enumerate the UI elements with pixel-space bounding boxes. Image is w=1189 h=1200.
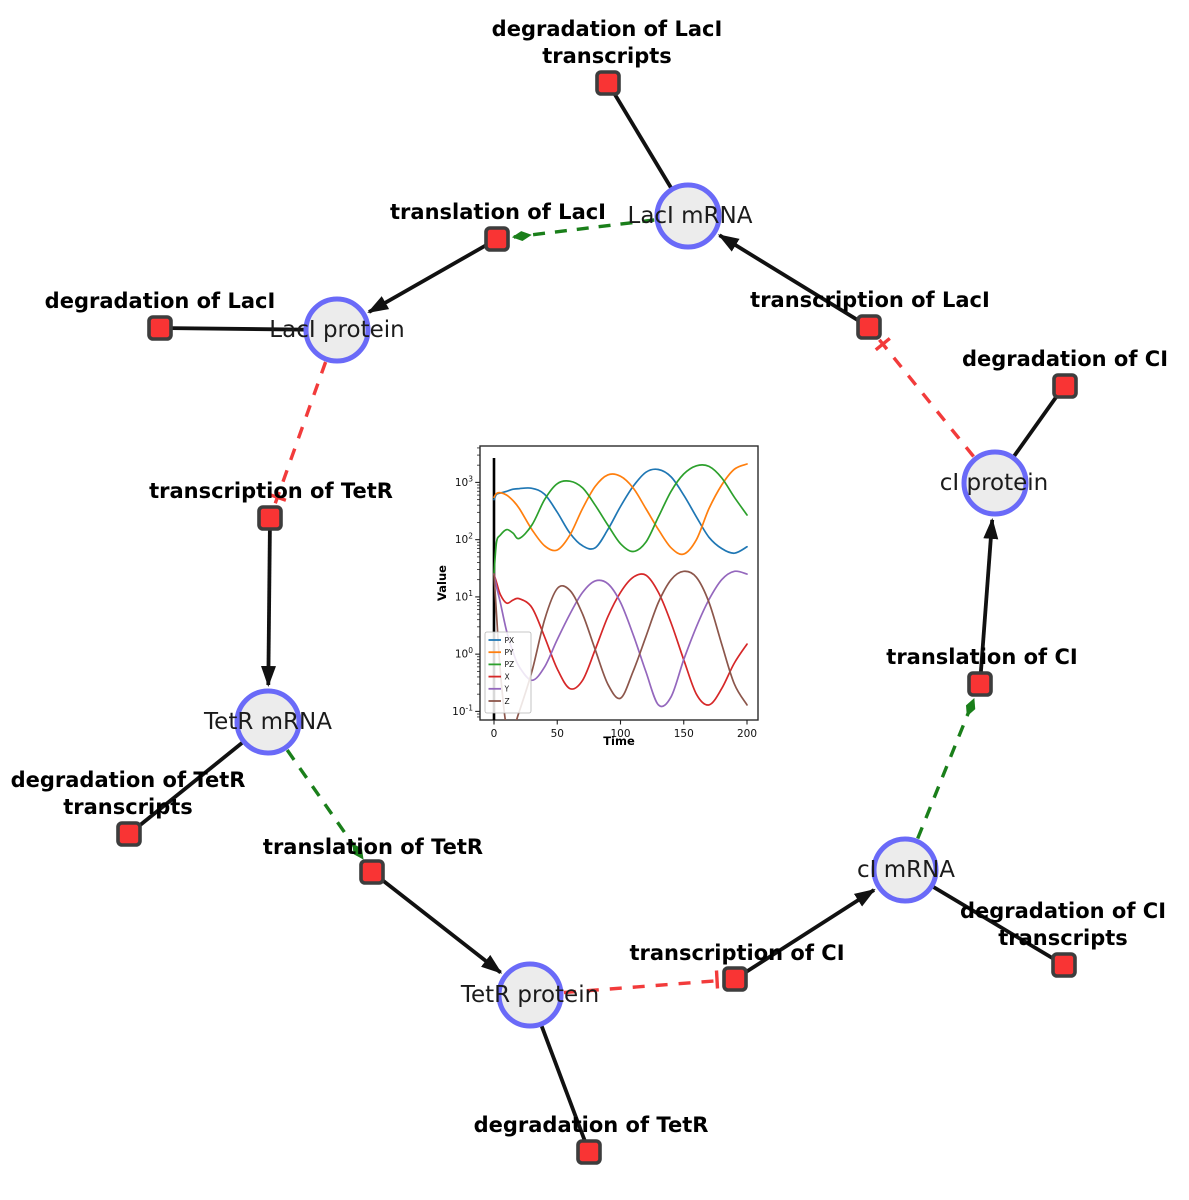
reaction-label-transcription-tetr: transcription of TetR (149, 479, 393, 503)
curve-X (493, 573, 748, 706)
reaction-label-translation-ci: translation of CI (886, 645, 1077, 669)
modifier-ci-mrna-to-translation (916, 697, 976, 840)
y-tick-label: 102 (455, 532, 473, 547)
species-node-ci-mrna (871, 836, 939, 904)
legend-label-X: X (505, 672, 510, 681)
species-label-tetr-protein: TetR protein (460, 982, 599, 1008)
x-tick-label: 200 (737, 728, 757, 740)
inset-chart: 103 102 101 100 10-1 0 50 100 150 200 PX PY PZ XYZ Tim… (435, 445, 759, 748)
arrow-transcription-laci-to-mrna (717, 233, 870, 329)
reaction-label-degradation-tetr: degradation of TetR (474, 1113, 709, 1137)
reaction-node-transcription-ci (722, 966, 748, 992)
x-tick-label: 50 (551, 728, 564, 740)
reaction-label-translation-tetr: translation of TetR (263, 835, 483, 859)
reaction-node-degradation-laci-transcripts (595, 70, 621, 96)
y-tick-label: 10-1 (452, 703, 473, 718)
reaction-node-layer (116, 70, 1078, 1165)
reaction-label-degradation-ci-transcripts-2: transcripts (998, 926, 1128, 950)
arrow-translation-ci-to-protein (978, 517, 999, 685)
reaction-label-degradation-ci: degradation of CI (962, 347, 1168, 371)
arrow-transcription-tetr-to-mrna (260, 517, 276, 687)
species-node-laci-mrna (654, 182, 722, 250)
reaction-node-degradation-tetr (576, 1139, 602, 1165)
species-node-tetr-protein (496, 961, 564, 1029)
species-label-ci-protein: cI protein (940, 470, 1049, 496)
legend-label-Z: Z (505, 697, 510, 706)
legend-label-Y: Y (504, 685, 510, 694)
inhibition-tbar-laci (268, 492, 287, 502)
legend-label-PX: PX (505, 636, 515, 645)
inhibition-ci-protein-to-transcription-laci (875, 336, 975, 458)
x-tick-label: 150 (674, 728, 694, 740)
reaction-label-degradation-ci-transcripts-1: degradation of CI (960, 899, 1166, 923)
reaction-label-transcription-ci: transcription of CI (629, 941, 844, 965)
inhibition-tetr-protein-to-transcription-ci (563, 978, 722, 995)
label-layer: LacI mRNA LacI protein TetR mRNA TetR pr… (11, 17, 1168, 1137)
chart-curves (493, 463, 748, 720)
legend-label-PY: PY (505, 648, 514, 657)
reaction-node-translation-ci (967, 671, 993, 697)
x-tick-label: 0 (491, 728, 498, 740)
species-node-tetr-mrna (234, 688, 302, 756)
reaction-label-degradation-tetr-transcripts-2: transcripts (63, 795, 193, 819)
modifier-laci-mrna-to-translation (511, 218, 655, 242)
inhibition-tbar-tetr (714, 970, 720, 989)
reaction-node-translation-tetr (359, 859, 385, 885)
reaction-node-transcription-tetr (257, 505, 283, 531)
legend-label-PZ: PZ (505, 660, 515, 669)
reaction-label-degradation-laci: degradation of LacI (45, 289, 276, 313)
y-axis-label: Value (435, 565, 449, 601)
y-tick-label: 101 (455, 589, 473, 604)
species-label-tetr-mrna: TetR mRNA (203, 709, 332, 735)
arrow-transcription-ci-to-mrna (733, 888, 876, 981)
reaction-node-degradation-tetr-transcripts (116, 821, 142, 847)
curve-Z (493, 570, 748, 720)
reaction-node-degradation-ci-transcripts (1051, 952, 1077, 978)
species-label-laci-protein: LacI protein (269, 317, 404, 343)
reaction-label-degradation-laci-transcripts-2: transcripts (542, 44, 672, 68)
y-tick-label: 100 (455, 646, 473, 661)
y-tick-label: 103 (455, 474, 473, 489)
species-label-laci-mrna: LacI mRNA (628, 203, 753, 229)
arrow-translation-tetr-to-protein (370, 870, 503, 974)
reaction-label-degradation-tetr-transcripts-1: degradation of TetR (11, 768, 246, 792)
reaction-node-degradation-laci (147, 315, 173, 341)
inhibition-tbar-ci (874, 337, 891, 352)
species-node-layer (234, 182, 1029, 1029)
species-node-laci-protein (303, 296, 371, 364)
arrow-translation-laci-to-protein (367, 237, 498, 314)
species-label-ci-mrna: cI mRNA (857, 857, 955, 883)
curve-PZ (493, 464, 748, 575)
reaction-label-transcription-laci: transcription of LacI (750, 288, 990, 312)
species-node-ci-protein (961, 449, 1029, 517)
reaction-label-translation-laci: translation of LacI (390, 200, 606, 224)
reaction-node-transcription-laci (856, 314, 882, 340)
reaction-label-degradation-laci-transcripts-1: degradation of LacI (492, 17, 723, 41)
curve-PX (493, 468, 748, 555)
inhibition-laci-protein-to-transcription-tetr (272, 361, 328, 507)
x-tick-label: 100 (610, 728, 630, 740)
reaction-node-translation-laci (484, 226, 510, 252)
curve-PY (493, 463, 748, 556)
reaction-node-degradation-ci (1052, 373, 1078, 399)
x-axis-label: Time (603, 734, 635, 748)
